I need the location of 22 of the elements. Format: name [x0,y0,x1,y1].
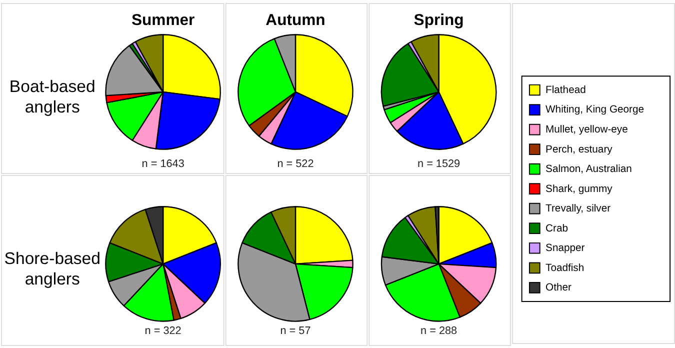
chart-title: Autumn [266,12,326,29]
legend-label: Crab [546,223,568,234]
legend-label: Perch, estuary [546,144,614,156]
legend-label: Snapper [546,243,586,254]
text: n = 57 [280,325,311,338]
legend-label: Shark, gummy [546,184,614,195]
text: n = 522 [277,158,314,170]
text: n = 1643 [142,158,184,170]
text: Shore-based anglers [4,248,100,289]
legend-label: Toadfish [546,262,584,274]
legend-label: Other [546,282,572,294]
legend-label: Mullet, yellow-eye [546,124,628,136]
legend-label: Salmon, Australian [546,164,632,176]
legend-label: Whiting, King George [546,104,644,116]
text: Summer [131,12,195,29]
text: n = 288 [420,325,458,338]
text: Boat-based anglers [9,76,96,117]
legend-label: Trevally, silver [546,204,612,215]
legend-label: Flathead [546,84,586,96]
chart-title: Spring [414,12,464,29]
text: n = 1529 [418,158,460,170]
text: n = 322 [144,325,182,338]
